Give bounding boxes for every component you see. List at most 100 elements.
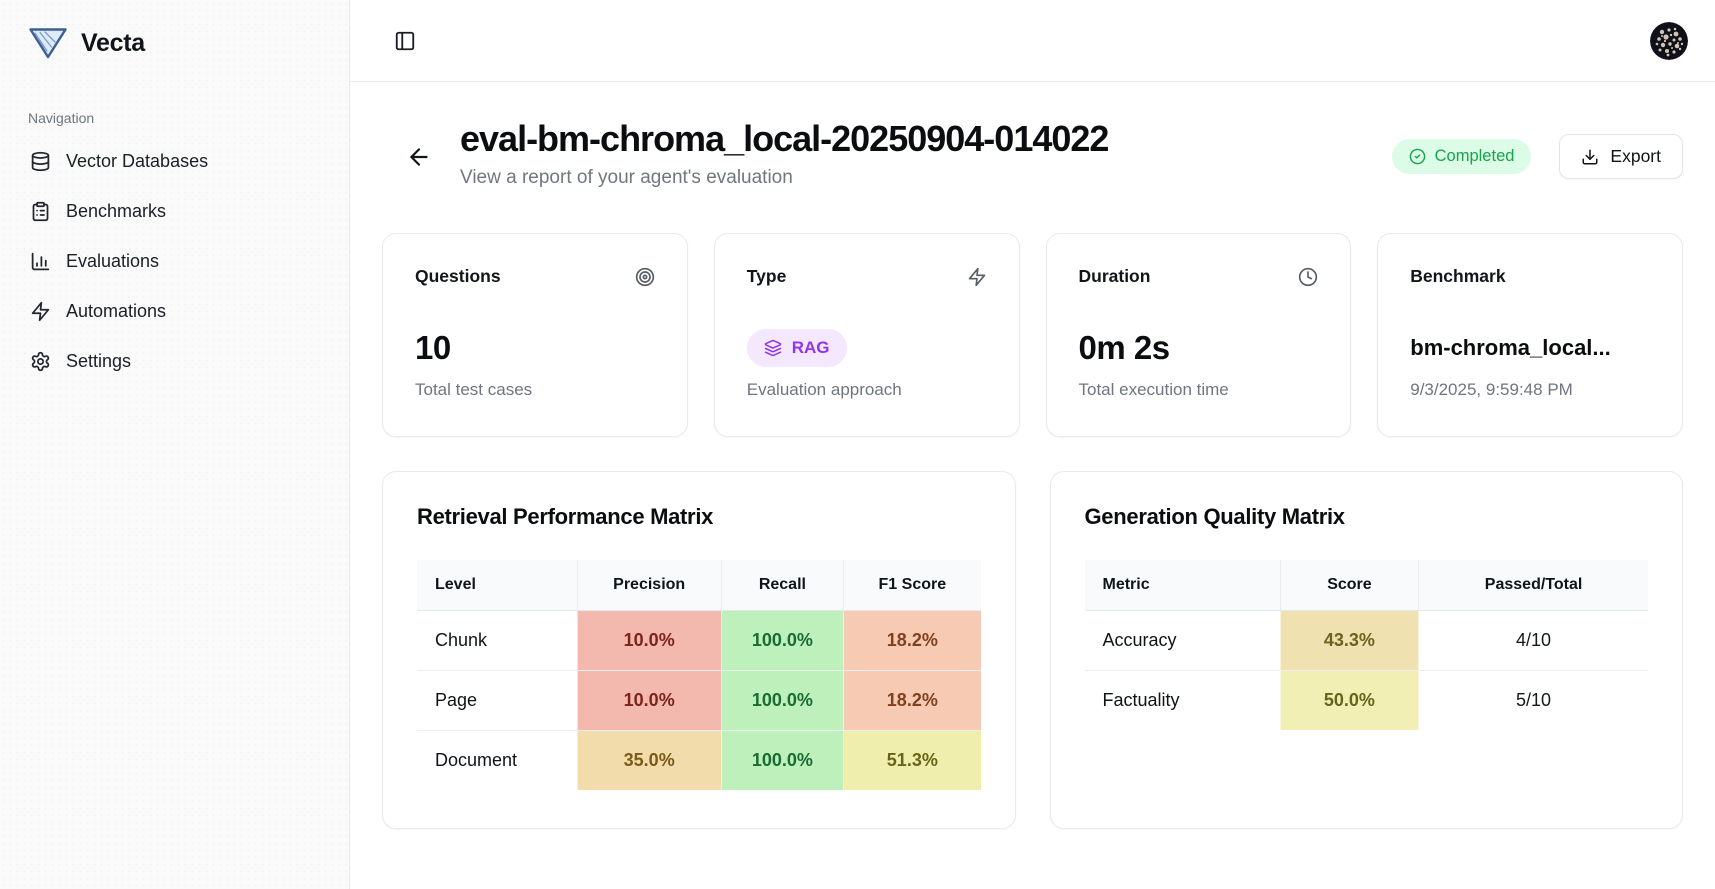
type-caption: Evaluation approach	[746, 380, 902, 399]
table-row-chunk: Chunk 10.0% 100.0% 18.2%	[417, 610, 981, 671]
column-header-precision: Precision	[576, 560, 722, 611]
type-card-label: Type	[746, 266, 787, 286]
back-button[interactable]	[402, 140, 436, 174]
main-area: eval-bm-chroma_local-20250904-014022 Vie…	[350, 0, 1715, 889]
duration-card: Duration 0m 2s Total execution time	[1045, 233, 1352, 437]
metric-cell: Factuality	[1084, 670, 1281, 730]
app-title: Vecta	[81, 28, 145, 57]
retrieval-matrix-title: Retrieval Performance Matrix	[417, 504, 714, 529]
questions-card: Questions 10 Total test cases	[382, 233, 688, 437]
benchmark-card-label: Benchmark	[1410, 266, 1506, 286]
table-header-row: Metric Score Passed/Total	[1084, 560, 1648, 611]
table-row-page: Page 10.0% 100.0% 18.2%	[417, 670, 981, 731]
level-cell: Page	[417, 670, 578, 731]
database-icon	[30, 151, 51, 172]
type-badge: RAG	[746, 329, 847, 367]
report-page: eval-bm-chroma_local-20250904-014022 Vie…	[350, 82, 1715, 889]
sidebar-item-label: Vector Databases	[66, 151, 209, 171]
generation-matrix-card: Generation Quality Matrix Metric Score P…	[1049, 471, 1683, 829]
sidebar-item-label: Automations	[66, 301, 167, 321]
f1-cell: 51.3%	[843, 730, 981, 790]
page-header: eval-bm-chroma_local-20250904-014022 Vie…	[382, 118, 1683, 189]
target-icon	[635, 267, 654, 286]
f1-cell: 18.2%	[843, 670, 981, 731]
download-icon	[1582, 149, 1598, 164]
nav-section-label: Navigation	[28, 110, 95, 126]
duration-card-label: Duration	[1078, 266, 1151, 286]
app-logo: Vecta	[28, 26, 321, 60]
type-badge-label: RAG	[791, 338, 830, 357]
benchmark-value: bm-chroma_local...	[1410, 335, 1611, 360]
passed-cell: 5/10	[1418, 670, 1648, 730]
zap-icon	[968, 267, 985, 286]
arrow-left-icon	[410, 148, 428, 166]
duration-value: 0m 2s	[1078, 329, 1171, 366]
header-actions: Completed Export	[1391, 134, 1683, 179]
column-header-f1: F1 Score	[843, 560, 981, 611]
questions-caption: Total test cases	[415, 380, 533, 399]
page-subtitle: View a report of your agent's evaluation	[460, 167, 793, 188]
status-badge: Completed	[1391, 139, 1532, 174]
precision-cell: 35.0%	[576, 730, 722, 790]
sidebar-item-benchmarks[interactable]: Benchmarks	[28, 196, 321, 227]
type-card: Type RAG Evaluation approach	[713, 233, 1020, 437]
table-row-factuality: Factuality 50.0% 5/10	[1084, 670, 1648, 730]
passed-cell: 4/10	[1418, 610, 1648, 671]
precision-cell: 10.0%	[576, 610, 722, 671]
level-cell: Document	[417, 730, 578, 790]
sidebar-item-evaluations[interactable]: Evaluations	[28, 246, 321, 277]
recall-cell: 100.0%	[720, 610, 844, 671]
sidebar-item-settings[interactable]: Settings	[28, 346, 321, 377]
sidebar: Vecta Navigation Vector Databases Benchm…	[0, 0, 350, 889]
retrieval-table: Level Precision Recall F1 Score Chunk 10…	[417, 560, 981, 790]
benchmark-card: Benchmark bm-chroma_local... 9/3/2025, 9…	[1377, 233, 1683, 437]
bar-chart-icon	[30, 251, 51, 272]
metric-cell: Accuracy	[1084, 610, 1281, 671]
table-row-document: Document 35.0% 100.0% 51.3%	[417, 730, 981, 790]
level-cell: Chunk	[417, 610, 578, 671]
column-header-passed: Passed/Total	[1418, 560, 1648, 611]
retrieval-matrix-card: Retrieval Performance Matrix Level Preci…	[382, 471, 1016, 829]
page-title: eval-bm-chroma_local-20250904-014022	[460, 118, 1109, 159]
questions-value: 10	[415, 329, 451, 366]
column-header-level: Level	[417, 560, 578, 611]
table-row-accuracy: Accuracy 43.3% 4/10	[1084, 610, 1648, 671]
duration-caption: Total execution time	[1078, 380, 1229, 399]
clipboard-icon	[30, 201, 51, 222]
score-cell: 50.0%	[1279, 670, 1419, 730]
check-circle-icon	[1409, 148, 1425, 165]
stats-row: Questions 10 Total test cases Type	[382, 233, 1683, 437]
sidebar-nav: Vector Databases Benchmarks Evaluations	[28, 146, 321, 377]
score-cell: 43.3%	[1279, 610, 1419, 671]
generation-matrix-title: Generation Quality Matrix	[1084, 504, 1346, 529]
recall-cell: 100.0%	[720, 670, 844, 731]
title-block: eval-bm-chroma_local-20250904-014022 Vie…	[460, 118, 1109, 189]
clock-icon	[1299, 267, 1318, 286]
sidebar-item-vector-databases[interactable]: Vector Databases	[28, 146, 321, 177]
column-header-score: Score	[1279, 560, 1419, 611]
sidebar-item-label: Evaluations	[66, 251, 160, 271]
vecta-logo-icon	[28, 26, 68, 60]
questions-card-label: Questions	[415, 266, 501, 286]
matrices-row: Retrieval Performance Matrix Level Preci…	[382, 471, 1683, 829]
column-header-metric: Metric	[1084, 560, 1281, 611]
panel-left-icon	[395, 31, 415, 50]
zap-icon	[30, 301, 51, 322]
topbar	[350, 0, 1715, 82]
sidebar-toggle-button[interactable]	[390, 26, 420, 56]
table-header-row: Level Precision Recall F1 Score	[417, 560, 981, 611]
recall-cell: 100.0%	[720, 730, 844, 790]
precision-cell: 10.0%	[576, 670, 722, 731]
user-avatar[interactable]	[1650, 21, 1688, 60]
sidebar-item-automations[interactable]: Automations	[28, 296, 321, 327]
layers-icon	[764, 339, 781, 357]
sidebar-item-label: Settings	[66, 351, 132, 371]
gear-icon	[30, 351, 51, 372]
f1-cell: 18.2%	[843, 610, 981, 671]
export-button[interactable]: Export	[1559, 134, 1683, 179]
status-badge-label: Completed	[1434, 147, 1515, 165]
generation-table: Metric Score Passed/Total Accuracy 43.3%…	[1084, 560, 1648, 730]
column-header-recall: Recall	[720, 560, 844, 611]
sidebar-item-label: Benchmarks	[66, 201, 167, 221]
benchmark-caption: 9/3/2025, 9:59:48 PM	[1410, 380, 1573, 399]
